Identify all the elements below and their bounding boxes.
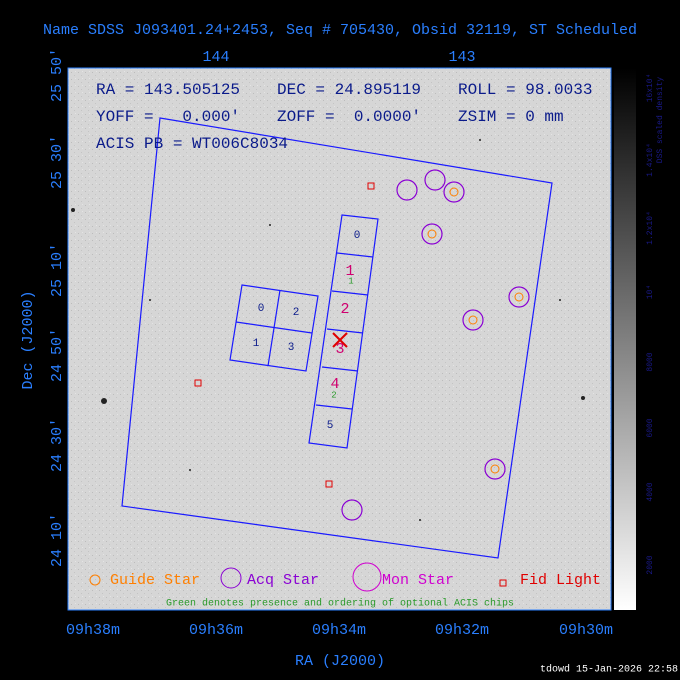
footer: tdowd 15-Jan-2026 22:58 (540, 664, 678, 676)
guide-stars (427, 187, 524, 474)
legend-fid: Fid Light (520, 572, 601, 589)
info: ACIS PB = WT006C8034 (96, 135, 288, 153)
info: ZOFF = 0.0000' (277, 108, 421, 126)
x-axis-label: RA (J2000) (295, 653, 385, 670)
legend-mon: Mon Star (382, 572, 454, 589)
info: ROLL = 98.0033 (458, 81, 592, 99)
colorbar (614, 68, 636, 610)
colorbar-label: 16x10⁴ (646, 74, 655, 103)
info: ZSIM = 0 mm (458, 108, 564, 126)
legend-mon-icon (352, 562, 382, 592)
chip: 0 (354, 230, 361, 242)
colorbar-title: DSS scaled density (656, 77, 665, 164)
legend-guide: Guide Star (110, 572, 200, 589)
chip: 2 (340, 301, 349, 318)
left-tick-label: 25 50' (49, 48, 66, 102)
legend-guide-icon (89, 574, 101, 586)
bottom-tick-label: 09h38m (66, 622, 120, 639)
title: Name SDSS J093401.24+2453, Seq # 705430,… (43, 22, 637, 39)
legend-acq: Acq Star (247, 572, 319, 589)
legend-fid-icon (499, 579, 507, 587)
top-tick-label: 144 (202, 49, 229, 66)
bottom-tick-label: 09h32m (435, 622, 489, 639)
legend-note: Green denotes presence and ordering of o… (166, 598, 514, 610)
optional-chip: 1 (348, 276, 353, 286)
left-tick-label: 24 50' (49, 328, 66, 382)
info: DEC = 24.895119 (277, 81, 421, 99)
left-tick-label: 25 30' (49, 135, 66, 189)
fid-lights (194, 182, 375, 488)
fov (121, 117, 553, 559)
bottom-tick-label: 09h30m (559, 622, 613, 639)
colorbar-label: 10⁴ (646, 285, 655, 299)
aimpoint (332, 332, 348, 348)
colorbar-label: 1.2x10⁴ (646, 211, 655, 245)
left-tick-label: 25 10' (49, 243, 66, 297)
chip: 1 (253, 338, 260, 350)
bottom-tick-label: 09h34m (312, 622, 366, 639)
colorbar-label: 2000 (646, 555, 655, 574)
info: RA = 143.505125 (96, 81, 240, 99)
chip: 2 (293, 307, 300, 319)
optional-chip: 2 (331, 390, 336, 400)
y-axis-label: Dec (J2000) (20, 290, 37, 389)
info: YOFF = 0.000' (96, 108, 240, 126)
acq-stars (341, 169, 530, 521)
chip: 3 (335, 341, 344, 358)
chip: 0 (258, 303, 265, 315)
colorbar-label: 8000 (646, 352, 655, 371)
stars-bg (71, 139, 585, 521)
colorbar-label: 1.4x10⁴ (646, 143, 655, 177)
chip: 3 (288, 342, 295, 354)
left-tick-label: 24 10' (49, 513, 66, 567)
colorbar-label: 6000 (646, 418, 655, 437)
legend-acq-icon (220, 567, 242, 589)
chip: 1 (345, 263, 354, 280)
top-tick-label: 143 (448, 49, 475, 66)
chip: 5 (327, 420, 334, 432)
chip: 4 (330, 376, 339, 393)
bottom-tick-label: 09h36m (189, 622, 243, 639)
left-tick-label: 24 30' (49, 418, 66, 472)
colorbar-label: 4000 (646, 482, 655, 501)
